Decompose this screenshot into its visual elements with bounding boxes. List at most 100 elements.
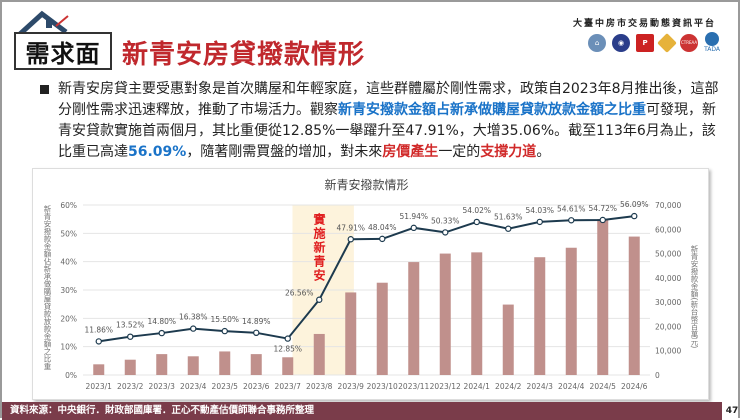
- bar: [471, 252, 483, 375]
- category-label: 需求面: [14, 32, 112, 70]
- x-tick-label: 2023/3: [149, 382, 176, 391]
- text: 可發現，新青安貸款實施首兩個月，其比重便從12.85%一舉躍升至47.91%，大…: [58, 102, 716, 160]
- y-right-tick: 0: [655, 371, 660, 380]
- line-point: [347, 236, 354, 243]
- y-left-tick: 60%: [60, 201, 77, 210]
- bar: [502, 304, 514, 375]
- bar: [376, 282, 388, 375]
- x-tick-label: 2023/7: [275, 382, 302, 391]
- y-left-tick: 10%: [60, 343, 77, 352]
- y-right-label: 新青安撥款金額(新台幣百萬元): [690, 245, 699, 349]
- bar: [156, 354, 168, 375]
- bar: [93, 364, 105, 375]
- data-label: 56.09%: [620, 200, 649, 209]
- data-label: 50.33%: [431, 216, 460, 225]
- bar: [313, 333, 325, 375]
- x-tick-label: 2023/1: [86, 382, 113, 391]
- data-label: 54.61%: [557, 204, 586, 213]
- line-point: [158, 329, 165, 337]
- line-point: [599, 216, 606, 224]
- building-logo-icon: ⌂: [588, 33, 607, 52]
- data-label: 54.72%: [588, 204, 617, 213]
- x-tick-label: 2023/10: [367, 382, 398, 391]
- diamond-logo-icon: [657, 32, 677, 53]
- partner-logos: ⌂ ◉ P CTREAA TADA: [588, 32, 720, 53]
- x-tick-label: 2023/8: [306, 382, 333, 391]
- line-point: [442, 229, 449, 236]
- x-tick-label: 2023/11: [398, 382, 429, 391]
- bar: [219, 351, 231, 375]
- highlight-text: 56.09%: [128, 144, 187, 160]
- highlight-text: 新青安撥款金額占新承做購屋貸款放款金額之比重: [338, 102, 646, 118]
- y-left-tick: 20%: [60, 314, 77, 323]
- text: ，隨著剛需買盤的增加，對未來: [186, 144, 383, 160]
- y-right-tick: 60,000: [655, 225, 681, 234]
- x-tick-label: 2024/5: [590, 382, 617, 391]
- line-point: [410, 224, 417, 232]
- data-label: 47.91%: [336, 223, 365, 232]
- bar: [124, 359, 136, 375]
- line-point: [127, 333, 134, 340]
- bar: [439, 253, 451, 375]
- text: 一定的: [438, 144, 481, 160]
- line-point: [568, 217, 575, 224]
- x-tick-label: 2024/1: [464, 382, 491, 391]
- data-label: 11.86%: [84, 325, 113, 334]
- data-label: 54.03%: [525, 206, 554, 215]
- y-left-tick: 40%: [60, 258, 77, 267]
- data-label: 16.38%: [179, 313, 208, 322]
- platform-name: 大臺中房市交易動態資訊平台: [572, 19, 716, 29]
- source-footer: 資料來源：中央銀行．財政部國庫署．正心不動產估價師聯合事務所整理: [2, 402, 722, 420]
- x-tick-label: 2024/6: [621, 382, 648, 391]
- line-point: [536, 218, 543, 226]
- y-left-tick: 50%: [60, 229, 77, 238]
- data-label: 12.85%: [273, 345, 302, 354]
- y-right-tick: 50,000: [655, 250, 681, 259]
- x-tick-label: 2023/4: [180, 382, 207, 391]
- y-right-tick: 10,000: [655, 347, 681, 356]
- line-point: [379, 235, 386, 243]
- line-point: [253, 329, 260, 337]
- data-label: 54.02%: [462, 206, 491, 215]
- policy-annotation: 實施新青安: [312, 213, 326, 283]
- line-point: [631, 212, 638, 220]
- x-tick-label: 2023/5: [212, 382, 239, 391]
- house-icon: [18, 10, 69, 36]
- text: 。: [536, 144, 551, 160]
- y-left-tick: 30%: [60, 286, 77, 295]
- text: 新青安房貸主要受惠對象是首次購屋和年輕家庭，這些群體屬於剛性需求，政策自2023…: [58, 81, 719, 118]
- bar: [534, 257, 546, 375]
- y-left-tick: 0%: [65, 371, 77, 380]
- y-right-tick: 20,000: [655, 322, 681, 331]
- tada-logo: TADA: [704, 32, 720, 53]
- page-number: 47: [725, 406, 739, 416]
- data-label: 48.04%: [368, 223, 397, 232]
- data-label: 26.56%: [285, 289, 314, 298]
- bar: [345, 292, 357, 375]
- chart-title: 新青安撥款情形: [324, 177, 408, 192]
- bar: [565, 247, 577, 375]
- chart-panel: 新青安撥款情形 0% 10% 20% 30% 40% 50% 60% 0 10,000 20,000…: [32, 168, 709, 400]
- x-tick-label: 2024/4: [558, 382, 585, 391]
- y-right-tick: 30,000: [655, 298, 681, 307]
- bar: [408, 262, 420, 375]
- line-point: [284, 335, 291, 342]
- line-point: [473, 218, 480, 226]
- combo-chart: 新青安撥款情形 0% 10% 20% 30% 40% 50% 60% 0 10,000 20,000…: [60, 177, 681, 391]
- bullet-icon: [40, 85, 49, 94]
- bar: [282, 357, 294, 375]
- bar: [250, 354, 262, 375]
- data-label: 13.52%: [116, 321, 145, 330]
- highlight-text: 支撐力道: [480, 144, 537, 160]
- y-right-tick: 70,000: [655, 201, 681, 210]
- seal-logo-icon: ◉: [612, 33, 631, 52]
- y-right-tick: 40,000: [655, 274, 681, 283]
- bar: [187, 356, 199, 375]
- x-tick-label: 2023/12: [430, 382, 461, 391]
- data-label: 51.63%: [494, 213, 523, 222]
- x-tick-label: 2023/2: [117, 382, 144, 391]
- line-point: [190, 325, 197, 332]
- data-label: 14.80%: [147, 317, 176, 326]
- line-point: [95, 338, 102, 345]
